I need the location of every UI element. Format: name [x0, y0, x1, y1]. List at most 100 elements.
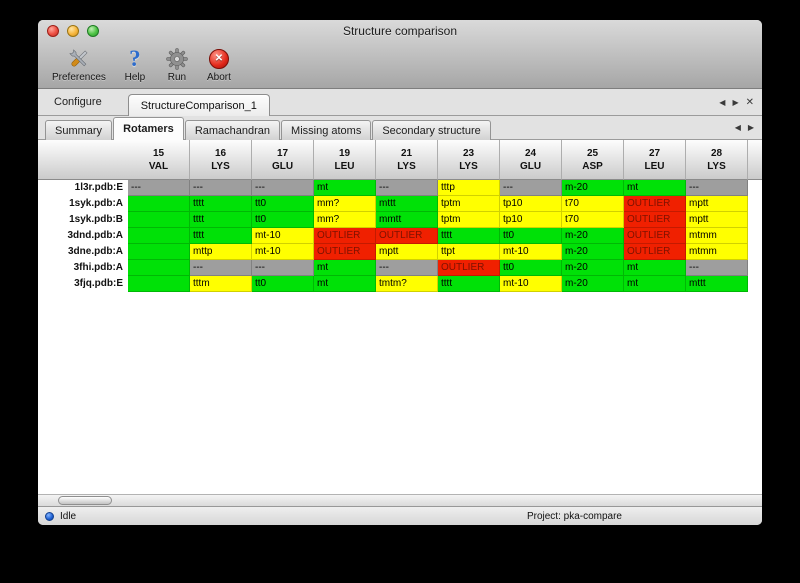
horizontal-scrollbar-thumb[interactable] — [58, 496, 112, 505]
rotamer-cell[interactable]: OUTLIER — [624, 196, 686, 212]
help-button[interactable]: ? Help — [118, 45, 152, 83]
rotamer-cell[interactable]: t70 — [562, 212, 624, 228]
row-label-1l3r-pdb-e[interactable]: 1l3r.pdb:E — [38, 180, 128, 196]
rotamer-cell[interactable]: tttt — [438, 228, 500, 244]
rotamer-cell[interactable]: tt0 — [252, 212, 314, 228]
tab-secondary-structure[interactable]: Secondary structure — [372, 120, 491, 140]
tab-scroll-right-icon[interactable]: ▶ — [732, 97, 739, 107]
rotamer-cell[interactable]: mttp — [190, 244, 252, 260]
rotamer-cell[interactable]: OUTLIER — [624, 228, 686, 244]
row-label-3fjq-pdb-e[interactable]: 3fjq.pdb:E — [38, 276, 128, 292]
rotamer-cell[interactable]: m-20 — [562, 228, 624, 244]
rotamer-cell[interactable] — [128, 260, 190, 276]
rotamer-cell[interactable]: --- — [376, 180, 438, 196]
abort-button[interactable]: ✕ Abort — [202, 45, 236, 83]
rotamer-cell[interactable]: tttt — [438, 276, 500, 292]
rotamer-cell[interactable]: mptt — [686, 212, 748, 228]
rotamer-cell[interactable]: mt — [624, 276, 686, 292]
row-label-1syk-pdb-b[interactable]: 1syk.pdb:B — [38, 212, 128, 228]
rotamer-cell[interactable]: t70 — [562, 196, 624, 212]
rotamer-cell[interactable]: --- — [252, 260, 314, 276]
rotamer-cell[interactable]: tmtm? — [376, 276, 438, 292]
row-label-3dne-pdb-a[interactable]: 3dne.pdb:A — [38, 244, 128, 260]
rotamer-cell[interactable] — [128, 212, 190, 228]
rotamer-cell[interactable]: tttm — [190, 276, 252, 292]
rotamer-cell[interactable]: tt0 — [500, 228, 562, 244]
rotamer-cell[interactable]: tttt — [190, 196, 252, 212]
rotamer-cell[interactable]: mtmm — [686, 228, 748, 244]
rotamer-cell[interactable]: OUTLIER — [438, 260, 500, 276]
rotamer-cell[interactable]: mtmm — [686, 244, 748, 260]
rotamer-cell[interactable]: m-20 — [562, 260, 624, 276]
preferences-label: Preferences — [52, 72, 106, 83]
horizontal-scrollbar[interactable] — [38, 494, 762, 506]
rotamer-cell[interactable]: OUTLIER — [314, 228, 376, 244]
rotamer-cell[interactable]: mptt — [376, 244, 438, 260]
rotamer-cell[interactable]: tttp — [438, 180, 500, 196]
rotamer-cell[interactable]: --- — [686, 260, 748, 276]
rotamer-cell[interactable]: ttpt — [438, 244, 500, 260]
configure-row: Configure StructureComparison_1 ◀ ▶ ✕ — [38, 89, 762, 116]
zoom-button[interactable] — [87, 25, 99, 37]
rotamer-cell[interactable] — [128, 228, 190, 244]
preferences-button[interactable]: Preferences — [48, 45, 110, 83]
rotamer-cell[interactable]: OUTLIER — [624, 212, 686, 228]
rotamer-cell[interactable] — [128, 196, 190, 212]
rotamer-cell[interactable]: tt0 — [252, 196, 314, 212]
rotamer-cell[interactable]: mt — [314, 180, 376, 196]
rotamer-cell[interactable] — [128, 244, 190, 260]
rotamer-cell[interactable]: mt-10 — [500, 244, 562, 260]
rotamer-cell[interactable]: mt-10 — [252, 244, 314, 260]
tab-scroll-left-icon[interactable]: ◀ — [719, 97, 726, 107]
rotamer-cell[interactable]: --- — [190, 260, 252, 276]
rotamer-cell[interactable]: mt — [624, 260, 686, 276]
rotamer-cell[interactable]: mt — [314, 276, 376, 292]
rotamer-cell[interactable]: --- — [190, 180, 252, 196]
rotamer-cell[interactable]: mptt — [686, 196, 748, 212]
rotamer-cell[interactable]: m-20 — [562, 276, 624, 292]
rotamer-cell[interactable]: OUTLIER — [314, 244, 376, 260]
rotamer-cell[interactable]: mt-10 — [252, 228, 314, 244]
rotamer-cell[interactable]: mm? — [314, 212, 376, 228]
rotamer-cell[interactable]: tptm — [438, 212, 500, 228]
rotamer-cell[interactable]: m-20 — [562, 180, 624, 196]
tab-ramachandran[interactable]: Ramachandran — [184, 120, 281, 140]
rotamer-cell[interactable]: tttt — [190, 228, 252, 244]
rotamer-cell[interactable]: tp10 — [500, 212, 562, 228]
configure-tab-structurecomparison-1[interactable]: StructureComparison_1 — [127, 94, 270, 116]
close-button[interactable] — [47, 25, 59, 37]
abort-icon: ✕ — [208, 45, 229, 72]
rotamer-cell[interactable]: tttt — [190, 212, 252, 228]
row-label-1syk-pdb-a[interactable]: 1syk.pdb:A — [38, 196, 128, 212]
minimize-button[interactable] — [67, 25, 79, 37]
row-label-3dnd-pdb-a[interactable]: 3dnd.pdb:A — [38, 228, 128, 244]
rotamer-cell[interactable]: mttt — [686, 276, 748, 292]
rotamer-cell[interactable]: mmtt — [376, 212, 438, 228]
tab-summary[interactable]: Summary — [45, 120, 113, 140]
rotamer-cell[interactable]: mt-10 — [500, 276, 562, 292]
tab-close-icon[interactable]: ✕ — [745, 96, 754, 108]
rotamer-cell[interactable]: OUTLIER — [624, 244, 686, 260]
rotamer-cell[interactable]: tp10 — [500, 196, 562, 212]
run-button[interactable]: Run — [160, 45, 194, 83]
rotamer-cell[interactable] — [128, 276, 190, 292]
rotamer-cell[interactable]: OUTLIER — [376, 228, 438, 244]
rotamer-cell[interactable]: --- — [500, 180, 562, 196]
rotamer-cell[interactable]: tptm — [438, 196, 500, 212]
rotamer-cell[interactable]: --- — [128, 180, 190, 196]
tab-rotamers[interactable]: Rotamers — [113, 117, 184, 140]
tab-missing-atoms[interactable]: Missing atoms — [281, 120, 372, 140]
rotamer-cell[interactable]: mt — [314, 260, 376, 276]
view-tabs-scroll-right-icon[interactable]: ▶ — [747, 123, 754, 132]
rotamer-cell[interactable]: --- — [686, 180, 748, 196]
view-tabs-scroll-left-icon[interactable]: ◀ — [734, 123, 741, 132]
rotamer-cell[interactable]: tt0 — [252, 276, 314, 292]
rotamer-cell[interactable]: --- — [376, 260, 438, 276]
rotamer-cell[interactable]: mt — [624, 180, 686, 196]
row-label-3fhi-pdb-a[interactable]: 3fhi.pdb:A — [38, 260, 128, 276]
rotamer-cell[interactable]: tt0 — [500, 260, 562, 276]
rotamer-cell[interactable]: --- — [252, 180, 314, 196]
rotamer-cell[interactable]: m-20 — [562, 244, 624, 260]
rotamer-cell[interactable]: mttt — [376, 196, 438, 212]
rotamer-cell[interactable]: mm? — [314, 196, 376, 212]
